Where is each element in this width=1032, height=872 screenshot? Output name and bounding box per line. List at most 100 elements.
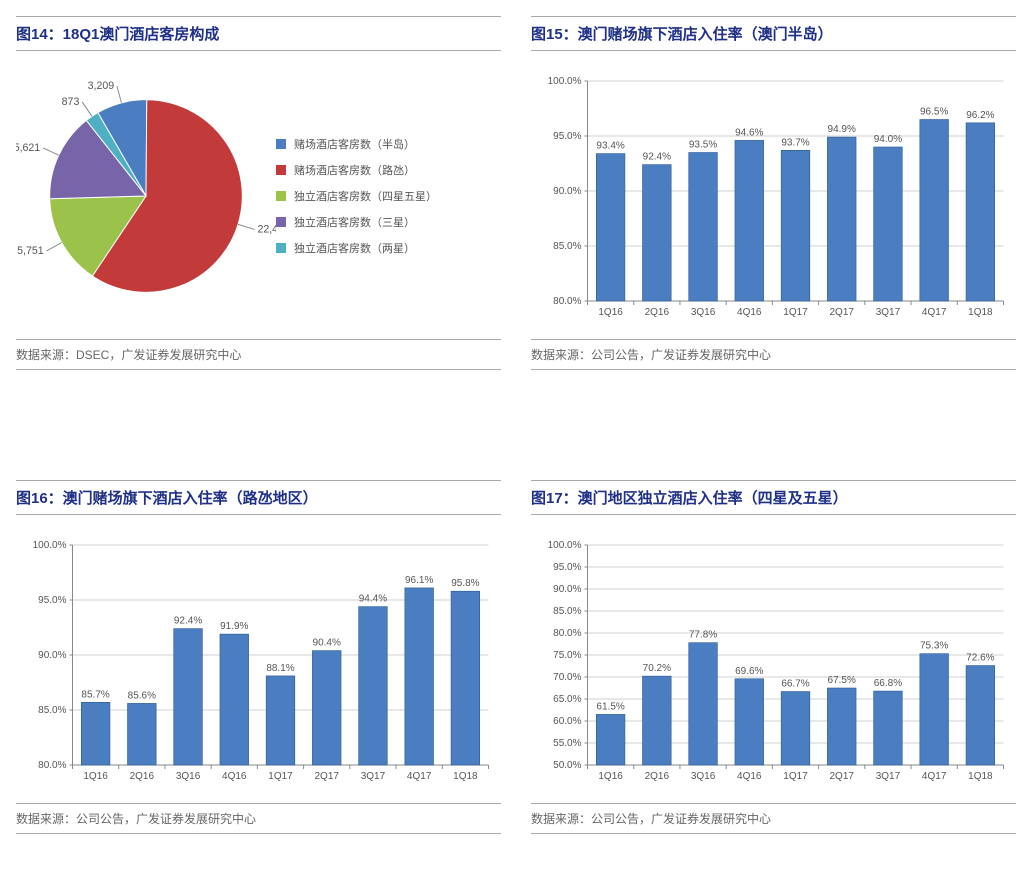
panel-17-chart: 50.0%55.0%60.0%65.0%70.0%75.0%80.0%85.0%… — [531, 525, 1016, 795]
svg-text:60.0%: 60.0% — [553, 716, 581, 727]
svg-text:92.4%: 92.4% — [174, 616, 202, 627]
legend-item: 赌场酒店客房数（路氹） — [276, 162, 501, 178]
panel-17-title: 图17：澳门地区独立酒店入住率（四星及五星） — [531, 490, 848, 507]
svg-text:2Q16: 2Q16 — [130, 771, 155, 782]
svg-text:90.0%: 90.0% — [38, 650, 66, 661]
panel-15-title: 图15：澳门赌场旗下酒店入住率（澳门半岛） — [531, 26, 833, 43]
bar-chart: 80.0% 85.0% 90.0% 95.0% 100.0% 93.4% 1Q16 92.4%… — [531, 61, 1016, 331]
panel-15: 图15：澳门赌场旗下酒店入住率（澳门半岛） 80.0% 85.0% 90.0% 95.… — [531, 16, 1016, 370]
legend-label: 独立酒店客房数（三星） — [294, 214, 415, 230]
svg-text:80.0%: 80.0% — [553, 628, 581, 639]
svg-text:95.0%: 95.0% — [553, 562, 581, 573]
panel-16-chart: 80.0%85.0%90.0%95.0%100.0%85.7%1Q1685.6%… — [16, 525, 501, 795]
svg-text:95.0%: 95.0% — [38, 595, 66, 606]
svg-text:3Q16: 3Q16 — [176, 771, 201, 782]
svg-text:95.0%: 95.0% — [553, 131, 581, 142]
svg-text:85.7%: 85.7% — [81, 689, 109, 700]
svg-text:1Q17: 1Q17 — [268, 771, 293, 782]
legend-swatch — [276, 165, 286, 175]
svg-text:70.2%: 70.2% — [643, 663, 671, 674]
svg-text:90.4%: 90.4% — [313, 638, 341, 649]
legend-item: 赌场酒店客房数（半岛） — [276, 136, 501, 152]
panel-17: 图17：澳门地区独立酒店入住率（四星及五星） 50.0%55.0%60.0%65… — [531, 480, 1016, 834]
legend-item: 独立酒店客房数（四星五星） — [276, 188, 501, 204]
svg-text:55.0%: 55.0% — [553, 738, 581, 749]
panel-16-title: 图16：澳门赌场旗下酒店入住率（路氹地区） — [16, 490, 318, 507]
svg-text:75.3%: 75.3% — [920, 641, 948, 652]
pie-legend: 赌场酒店客房数（半岛） 赌场酒店客房数（路氹） 独立酒店客房数（四星五星） 独立酒店客… — [276, 126, 501, 266]
svg-text:77.8%: 77.8% — [689, 630, 717, 641]
svg-text:66.7%: 66.7% — [781, 679, 809, 690]
panel-16-title-wrap: 图16：澳门赌场旗下酒店入住率（路氹地区） — [16, 480, 501, 515]
svg-text:88.1%: 88.1% — [266, 663, 294, 674]
svg-text:61.5%: 61.5% — [596, 701, 624, 712]
legend-label: 独立酒店客房数（两星） — [294, 240, 415, 256]
panel-17-source: 数据来源：公司公告，广发证券发展研究中心 — [531, 803, 1016, 834]
svg-text:69.6%: 69.6% — [735, 666, 763, 677]
svg-text:90.0%: 90.0% — [553, 186, 581, 197]
svg-text:5,621: 5,621 — [16, 142, 40, 154]
svg-text:3,209: 3,209 — [88, 80, 115, 92]
svg-text:75.0%: 75.0% — [553, 650, 581, 661]
bar-chart: 80.0%85.0%90.0%95.0%100.0%85.7%1Q1685.6%… — [16, 525, 501, 795]
svg-text:100.0%: 100.0% — [33, 540, 67, 551]
panel-14-source: 数据来源：DSEC，广发证券发展研究中心 — [16, 339, 501, 370]
svg-text:94.4%: 94.4% — [359, 594, 387, 605]
panel-14: 图14：18Q1澳门酒店客房构成 3,20922,4845,7515,62187… — [16, 16, 501, 370]
pie-chart: 3,20922,4845,7515,621873 — [16, 66, 276, 326]
svg-text:100.0%: 100.0% — [548, 76, 582, 87]
legend-label: 赌场酒店客房数（路氹） — [294, 162, 415, 178]
svg-text:4Q17: 4Q17 — [922, 307, 947, 318]
svg-text:72.6%: 72.6% — [966, 653, 994, 664]
svg-text:3Q16: 3Q16 — [691, 307, 716, 318]
svg-text:94.0%: 94.0% — [874, 134, 902, 145]
svg-text:873: 873 — [62, 96, 80, 108]
svg-text:3Q17: 3Q17 — [876, 307, 901, 318]
svg-text:1Q18: 1Q18 — [453, 771, 478, 782]
svg-text:1Q18: 1Q18 — [968, 771, 993, 782]
svg-text:100.0%: 100.0% — [548, 540, 582, 551]
svg-text:1Q16: 1Q16 — [598, 307, 623, 318]
svg-text:1Q17: 1Q17 — [783, 307, 808, 318]
panel-17-title-wrap: 图17：澳门地区独立酒店入住率（四星及五星） — [531, 480, 1016, 515]
panel-16: 图16：澳门赌场旗下酒店入住率（路氹地区） 80.0%85.0%90.0%95.… — [16, 480, 501, 834]
legend-swatch — [276, 217, 286, 227]
svg-text:1Q16: 1Q16 — [598, 771, 623, 782]
legend-swatch — [276, 191, 286, 201]
svg-text:96.1%: 96.1% — [405, 575, 433, 586]
legend-item: 独立酒店客房数（两星） — [276, 240, 501, 256]
panel-15-source: 数据来源：公司公告，广发证券发展研究中心 — [531, 339, 1016, 370]
svg-text:94.9%: 94.9% — [828, 124, 856, 135]
svg-text:93.4%: 93.4% — [596, 141, 624, 152]
svg-text:65.0%: 65.0% — [553, 694, 581, 705]
svg-text:66.8%: 66.8% — [874, 678, 902, 689]
svg-text:90.0%: 90.0% — [553, 584, 581, 595]
svg-text:80.0%: 80.0% — [38, 760, 66, 771]
svg-text:1Q16: 1Q16 — [83, 771, 108, 782]
svg-text:2Q17: 2Q17 — [314, 771, 339, 782]
svg-text:96.2%: 96.2% — [966, 110, 994, 121]
svg-text:2Q17: 2Q17 — [829, 307, 854, 318]
legend-swatch — [276, 139, 286, 149]
svg-text:3Q16: 3Q16 — [691, 771, 716, 782]
svg-text:67.5%: 67.5% — [828, 675, 856, 686]
svg-text:4Q17: 4Q17 — [407, 771, 432, 782]
svg-text:91.9%: 91.9% — [220, 621, 248, 632]
svg-text:85.6%: 85.6% — [128, 690, 156, 701]
svg-text:85.0%: 85.0% — [553, 241, 581, 252]
panel-14-title: 图14：18Q1澳门酒店客房构成 — [16, 26, 219, 43]
svg-text:80.0%: 80.0% — [553, 296, 581, 307]
svg-text:4Q17: 4Q17 — [922, 771, 947, 782]
panel-15-chart: 80.0% 85.0% 90.0% 95.0% 100.0% 93.4% 1Q16 92.4%… — [531, 61, 1016, 331]
svg-text:4Q16: 4Q16 — [737, 771, 762, 782]
svg-text:70.0%: 70.0% — [553, 672, 581, 683]
svg-text:5,751: 5,751 — [17, 245, 44, 257]
svg-text:3Q17: 3Q17 — [361, 771, 386, 782]
svg-text:4Q16: 4Q16 — [222, 771, 247, 782]
svg-text:85.0%: 85.0% — [553, 606, 581, 617]
svg-text:4Q16: 4Q16 — [737, 307, 762, 318]
svg-text:92.4%: 92.4% — [643, 152, 671, 163]
svg-text:2Q16: 2Q16 — [645, 771, 670, 782]
legend-item: 独立酒店客房数（三星） — [276, 214, 501, 230]
svg-text:2Q16: 2Q16 — [645, 307, 670, 318]
